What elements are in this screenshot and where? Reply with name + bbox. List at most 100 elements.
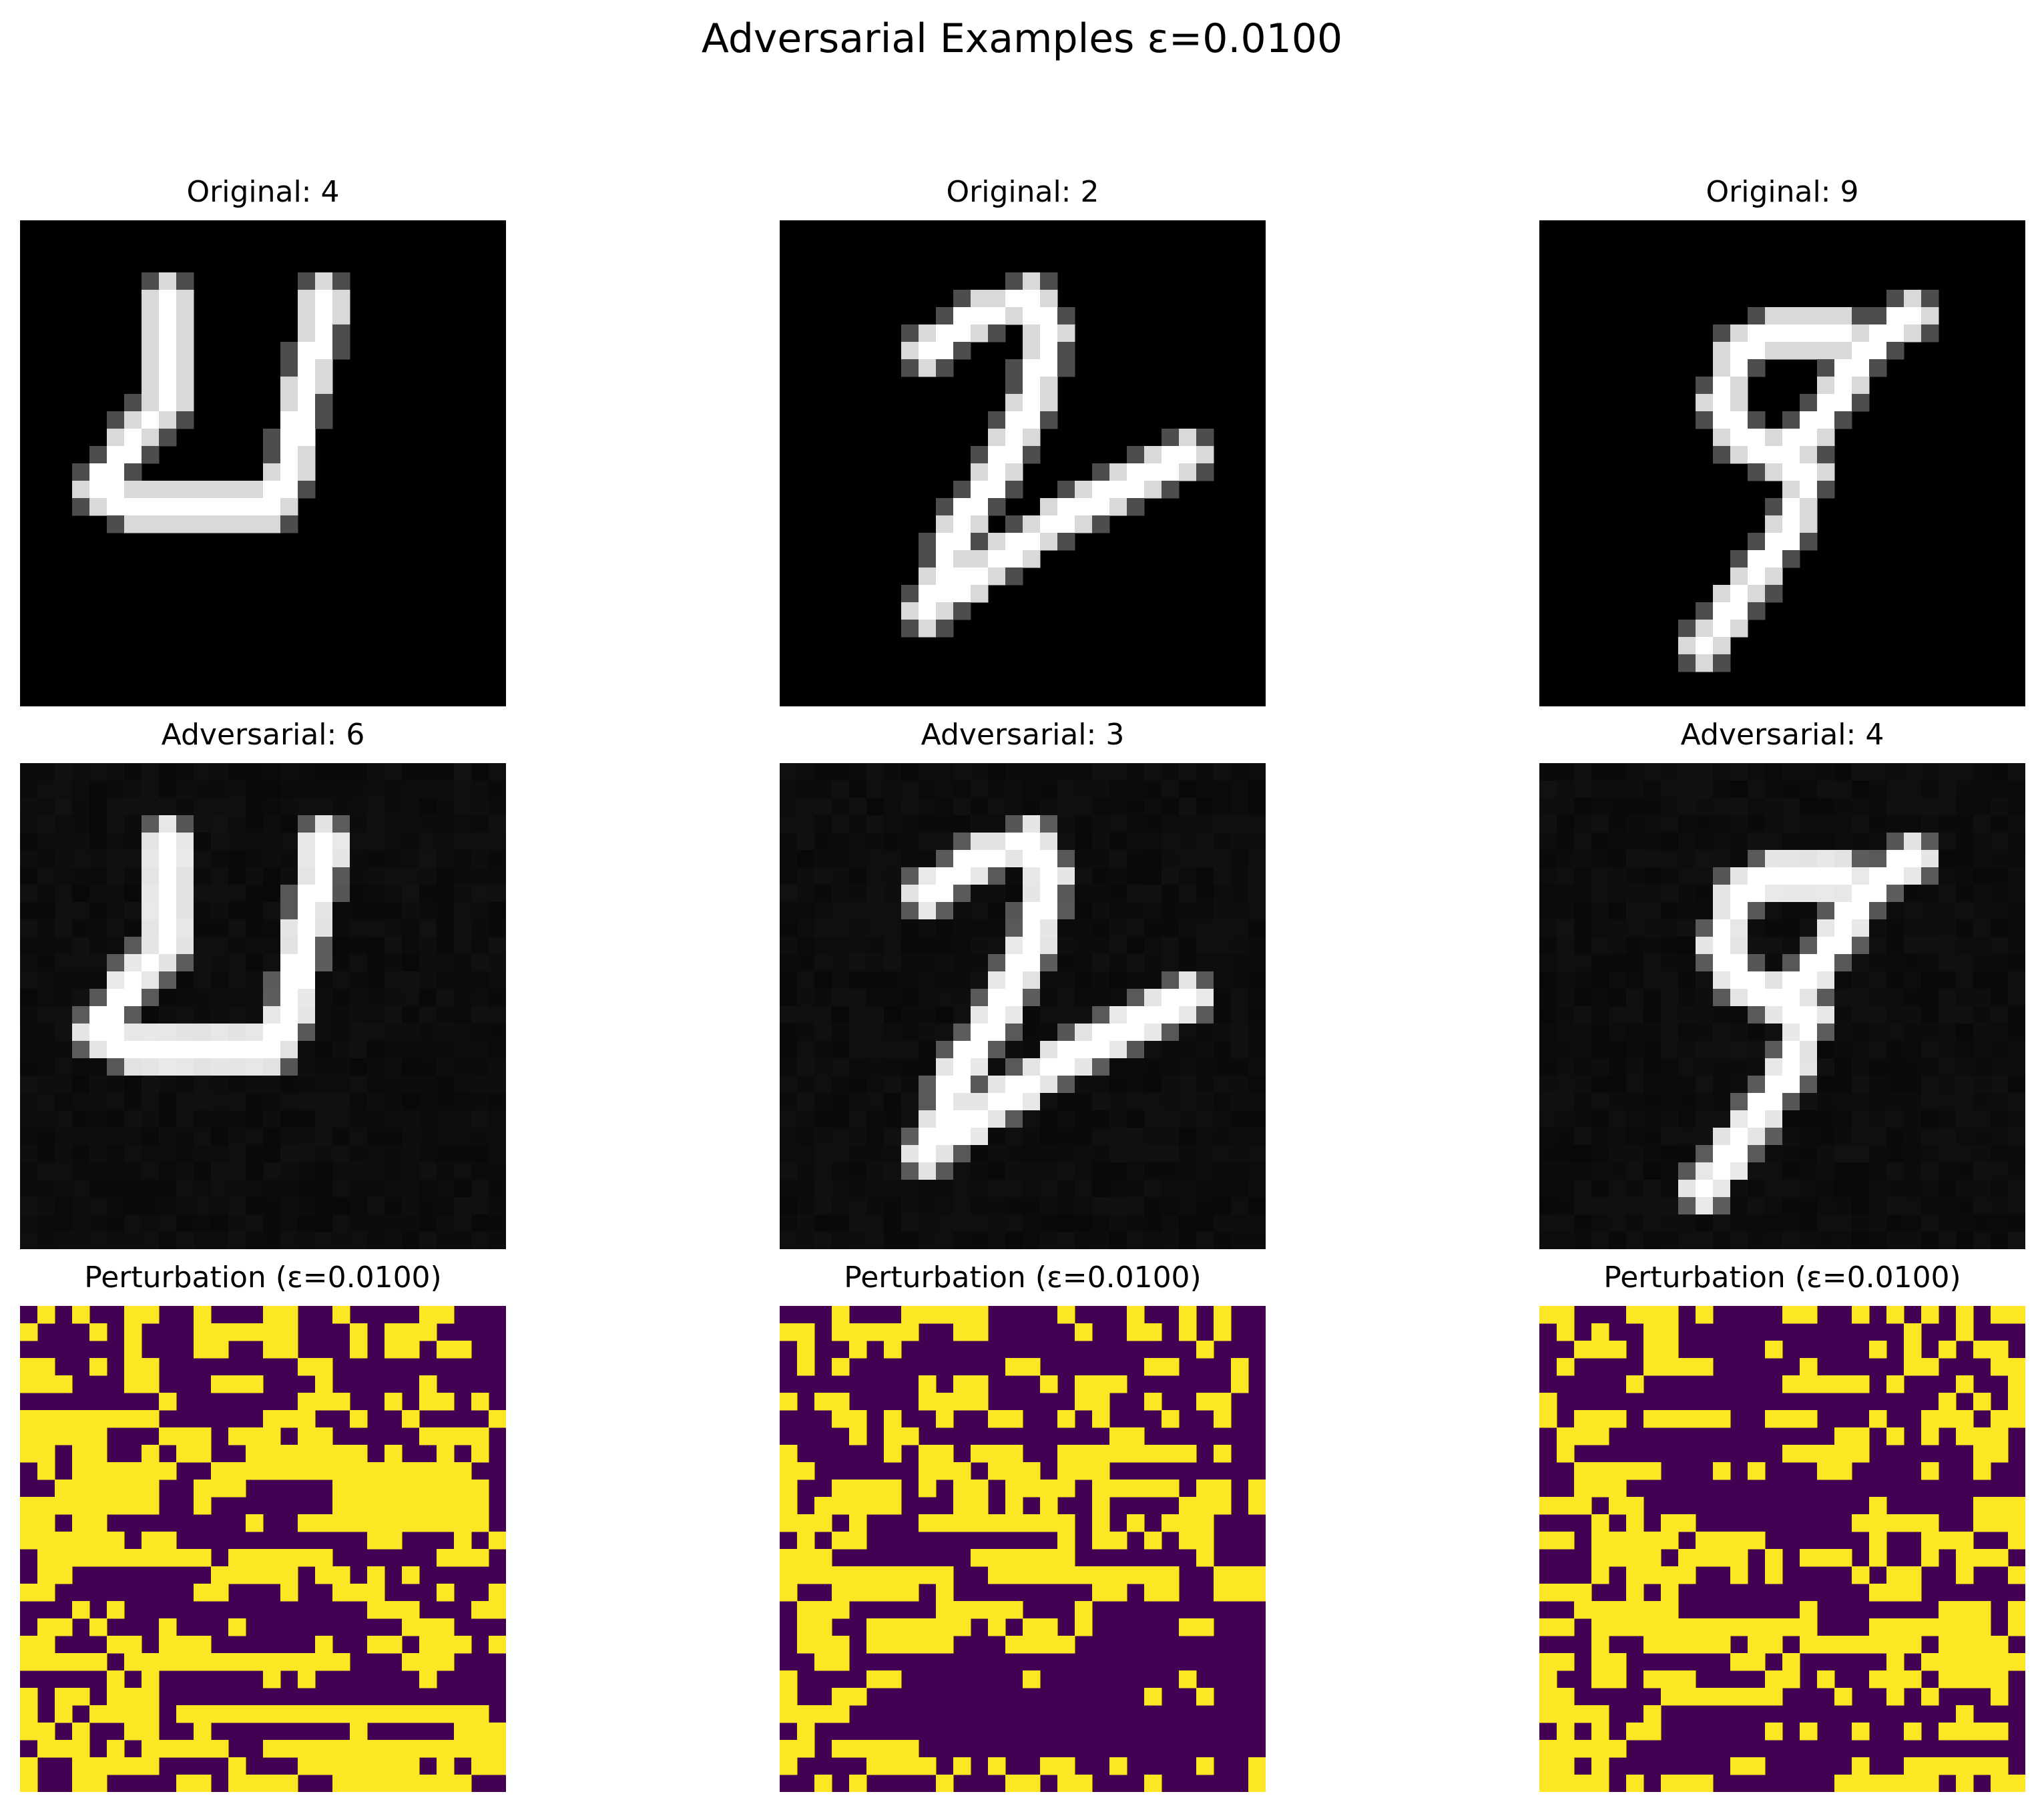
- pixel-cell: [988, 324, 1006, 343]
- pixel-cell: [402, 1214, 420, 1232]
- pixel-cell: [1748, 833, 1766, 851]
- pixel-cell: [419, 902, 437, 920]
- pixel-cell: [176, 989, 194, 1007]
- pixel-cell: [1023, 272, 1041, 290]
- pixel-cell: [437, 937, 455, 955]
- pixel-cell: [1730, 833, 1748, 851]
- heatmap-cell: [1991, 1410, 2009, 1428]
- pixel-cell: [1921, 307, 1939, 325]
- pixel-cell: [298, 463, 316, 481]
- pixel-cell: [419, 1058, 437, 1076]
- heatmap-cell: [471, 1549, 489, 1567]
- pixel-cell: [1939, 1093, 1957, 1111]
- pixel-cell: [367, 1162, 385, 1180]
- pixel-cell: [849, 1110, 867, 1128]
- pixel-cell: [367, 1006, 385, 1024]
- pixel-cell: [1162, 780, 1180, 799]
- pixel-cell: [1539, 1128, 1557, 1146]
- heatmap-cell: [1782, 1653, 1800, 1671]
- pixel-cell: [1991, 780, 2009, 799]
- pixel-cell: [1539, 763, 1557, 781]
- pixel-cell: [901, 937, 919, 955]
- pixel-cell: [263, 1232, 281, 1249]
- pixel-cell: [385, 954, 403, 972]
- pixel-cell: [1005, 290, 1023, 308]
- heatmap-cell: [454, 1740, 472, 1758]
- pixel-cell: [1075, 763, 1093, 781]
- pixel-cell: [350, 798, 368, 816]
- pixel-cell: [37, 1232, 55, 1249]
- pixel-cell: [159, 989, 177, 1007]
- pixel-cell: [988, 1128, 1006, 1146]
- heatmap-cell: [159, 1636, 177, 1654]
- heatmap-cell: [1557, 1775, 1575, 1792]
- pixel-cell: [124, 1232, 142, 1249]
- pixel-cell: [1869, 1041, 1887, 1059]
- pixel-cell: [142, 919, 160, 937]
- pixel-cell: [884, 815, 902, 833]
- heatmap-cell: [89, 1757, 107, 1775]
- pixel-cell: [1609, 954, 1627, 972]
- pixel-cell: [814, 1214, 832, 1232]
- pixel-cell: [142, 1232, 160, 1249]
- pixel-cell: [1852, 885, 1870, 903]
- heatmap-cell: [1196, 1341, 1214, 1359]
- pixel-cell: [471, 1024, 489, 1042]
- heatmap-cell: [1696, 1410, 1714, 1428]
- pixel-cell: [1713, 867, 1731, 885]
- heatmap-cell: [402, 1618, 420, 1636]
- pixel-cell: [1678, 954, 1696, 972]
- pixel-cell: [1023, 1058, 1041, 1076]
- pixel-cell: [1696, 1006, 1714, 1024]
- pixel-cell: [1196, 446, 1214, 464]
- pixel-cell: [1817, 394, 1835, 412]
- heatmap-cell: [385, 1341, 403, 1359]
- heatmap-cell: [1144, 1445, 1162, 1463]
- pixel-cell: [1075, 833, 1093, 851]
- pixel-cell: [1127, 850, 1145, 868]
- heatmap-cell: [107, 1532, 125, 1550]
- pixel-cell: [1040, 290, 1058, 308]
- pixel-cell: [1696, 637, 1714, 655]
- pixel-cell: [142, 1006, 160, 1024]
- pixel-cell: [385, 1041, 403, 1059]
- pixel-cell: [280, 937, 298, 955]
- pixel-cell: [988, 533, 1006, 551]
- pixel-cell: [1023, 1180, 1041, 1198]
- pixel-cell: [1765, 902, 1783, 920]
- pixel-cell: [1921, 780, 1939, 799]
- pixel-cell: [1557, 1024, 1575, 1042]
- pixel-cell: [1886, 780, 1904, 799]
- pixel-cell: [1040, 1162, 1058, 1180]
- pixel-cell: [37, 1110, 55, 1128]
- heatmap-cell: [1800, 1375, 1818, 1393]
- pixel-cell: [1730, 394, 1748, 412]
- pixel-cell: [1852, 798, 1870, 816]
- pixel-cell: [1748, 885, 1766, 903]
- heatmap-cell: [1939, 1653, 1957, 1671]
- pixel-cell: [159, 971, 177, 989]
- pixel-cell: [1609, 798, 1627, 816]
- pixel-cell: [437, 780, 455, 799]
- heatmap-cell: [1057, 1757, 1075, 1775]
- pixel-cell: [1921, 833, 1939, 851]
- pixel-cell: [797, 989, 815, 1007]
- pixel-cell: [1973, 1076, 1991, 1094]
- pixel-cell: [1162, 1214, 1180, 1232]
- pixel-cell: [263, 446, 281, 464]
- pixel-cell: [1023, 1162, 1041, 1180]
- pixel-cell: [1005, 833, 1023, 851]
- pixel-cell: [454, 1006, 472, 1024]
- pixel-cell: [1973, 850, 1991, 868]
- pixel-cell: [1643, 885, 1662, 903]
- heatmap-cell: [211, 1705, 229, 1723]
- pixel-cell: [780, 1145, 798, 1163]
- pixel-cell: [1127, 833, 1145, 851]
- pixel-cell: [866, 1128, 884, 1146]
- heatmap-cell: [437, 1393, 455, 1411]
- heatmap-cell: [1591, 1341, 1609, 1359]
- heatmap-cell: [1886, 1688, 1904, 1706]
- pixel-cell: [832, 1128, 850, 1146]
- pixel-cell: [901, 620, 919, 638]
- pixel-cell: [1109, 1214, 1127, 1232]
